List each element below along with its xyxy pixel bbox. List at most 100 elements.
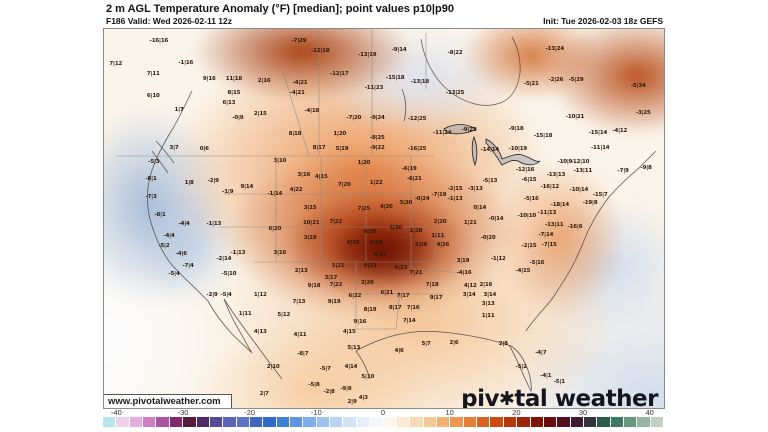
point-value: -13|25 <box>445 90 465 97</box>
point-value: -19|8 <box>582 199 598 206</box>
colorbar-segment <box>343 417 356 427</box>
colorbar-segment <box>236 417 249 427</box>
colorbar-segment <box>290 417 303 427</box>
point-value: -13|18 <box>410 79 430 86</box>
point-value: 5|30 <box>389 224 403 231</box>
point-value: -0|14 <box>488 215 504 222</box>
point-value: -9|8 <box>340 386 352 393</box>
colorbar-segment <box>196 417 209 427</box>
point-value: 10|21 <box>303 220 320 227</box>
colorbar-segment <box>463 417 477 427</box>
point-value: 7|16 <box>406 304 420 311</box>
point-value: 4|6 <box>394 348 404 355</box>
point-value: 1|22 <box>369 179 383 186</box>
point-value: -13|24 <box>545 46 565 53</box>
point-value: 3|20 <box>399 199 413 206</box>
colorbar-segment <box>303 417 316 427</box>
point-value: 3|10 <box>273 157 287 164</box>
colorbar-segment <box>370 417 383 427</box>
point-value: 3|15 <box>303 204 317 211</box>
colorbar-tick-label: 30 <box>578 408 588 417</box>
colorbar-tick-label: -10 <box>310 408 322 417</box>
colorbar-segment <box>410 417 423 427</box>
point-value: -4|21 <box>289 90 305 97</box>
point-value: -11|23 <box>364 85 384 92</box>
pivotal-weather-logo: piv✱tal weather <box>461 386 658 408</box>
point-value: 3|17 <box>324 275 338 281</box>
point-value: -10|21 <box>565 113 585 120</box>
point-value: 7|25 <box>357 206 371 213</box>
point-value: -4|15 <box>515 268 531 275</box>
point-value: -5|16 <box>523 196 539 203</box>
point-value: 3|16 <box>273 249 287 256</box>
point-value: 6|22 <box>348 292 362 299</box>
point-value: 6|30 <box>346 240 360 247</box>
point-value: 4|3 <box>358 395 368 402</box>
point-value: 11|18 <box>225 76 243 83</box>
point-value: 6|28 <box>369 240 383 247</box>
colorbar-segment <box>583 417 597 427</box>
point-value: -1|13 <box>447 196 463 203</box>
point-value: 2|16 <box>257 77 271 84</box>
point-value: -12|18 <box>310 47 330 54</box>
point-value: -15|14 <box>588 129 608 136</box>
point-value: -5|1 <box>553 378 565 385</box>
point-value: 9|19 <box>327 298 341 305</box>
point-value: 9|16 <box>353 318 367 325</box>
point-value: 5|21 <box>331 262 345 269</box>
point-value: -0|24 <box>414 196 430 203</box>
colorbar-segment <box>503 417 517 427</box>
point-values-layer: -16|16 7|12 -1|16 7|11 9|16 11|18 6|10 8|15 6|13… <box>104 29 664 408</box>
colorbar-segment <box>223 417 236 427</box>
colorbar-segment <box>103 417 116 427</box>
point-value: -7|29 <box>291 38 307 45</box>
point-value: -2|14 <box>216 256 232 263</box>
point-value: -7|3 <box>145 193 157 200</box>
init-time-label: Init: Tue 2026-02-03 18z GEFS <box>543 16 663 26</box>
point-value: -16|12 <box>540 184 560 191</box>
point-value: 8|30 <box>363 229 377 236</box>
point-value: -4|12 <box>612 127 628 134</box>
colorbar-segment <box>249 417 263 427</box>
point-value: 9|27 <box>373 251 387 258</box>
point-value: 5|12 <box>277 312 291 319</box>
point-value: 1|11 <box>481 312 495 319</box>
point-value: 6|23 <box>394 265 408 272</box>
point-value: -6|21 <box>406 176 422 183</box>
colorbar-segment <box>597 417 610 427</box>
point-value: -12|25 <box>407 115 427 122</box>
colorbar-segment <box>356 417 370 427</box>
point-value: 6|13 <box>222 99 236 106</box>
colorbar-segment <box>316 417 330 427</box>
point-value: -15|7 <box>592 192 608 198</box>
point-value: -7|9 <box>617 168 629 175</box>
point-value: -8|1 <box>154 212 166 219</box>
point-value: 6|20 <box>268 226 282 233</box>
point-value: 1|12 <box>253 292 267 299</box>
point-value: 1|7 <box>174 107 184 114</box>
point-value: -13|19 <box>357 52 377 59</box>
point-value: 8|17 <box>312 145 326 151</box>
point-value: 7|18 <box>425 281 439 288</box>
colorbar-segment <box>490 417 503 427</box>
colorbar-segment <box>143 417 156 427</box>
point-value: -4|4 <box>163 232 175 239</box>
point-value: -15|18 <box>533 132 553 139</box>
point-value: 3|26 <box>414 242 428 249</box>
point-value: -3|25 <box>635 110 651 117</box>
colorbar-ticks: -40 -30 -20 -10 0 10 20 30 40 <box>103 408 663 417</box>
point-value: -10|10 <box>517 212 537 219</box>
point-value: 1|8 <box>184 179 194 186</box>
point-value: -2|15 <box>521 243 537 250</box>
point-value: 8|19 <box>363 306 377 313</box>
point-value: -5|10 <box>221 270 237 277</box>
point-value: -2|9 <box>207 177 219 184</box>
point-value: -5|4 <box>168 270 180 277</box>
point-value: -16|25 <box>407 146 427 153</box>
point-value: 4|12 <box>463 282 477 289</box>
point-value: -6|19 <box>401 165 417 172</box>
point-value: -4|1 <box>540 373 552 380</box>
point-value: -4|16 <box>456 270 472 277</box>
point-value: 5|13 <box>347 345 361 352</box>
